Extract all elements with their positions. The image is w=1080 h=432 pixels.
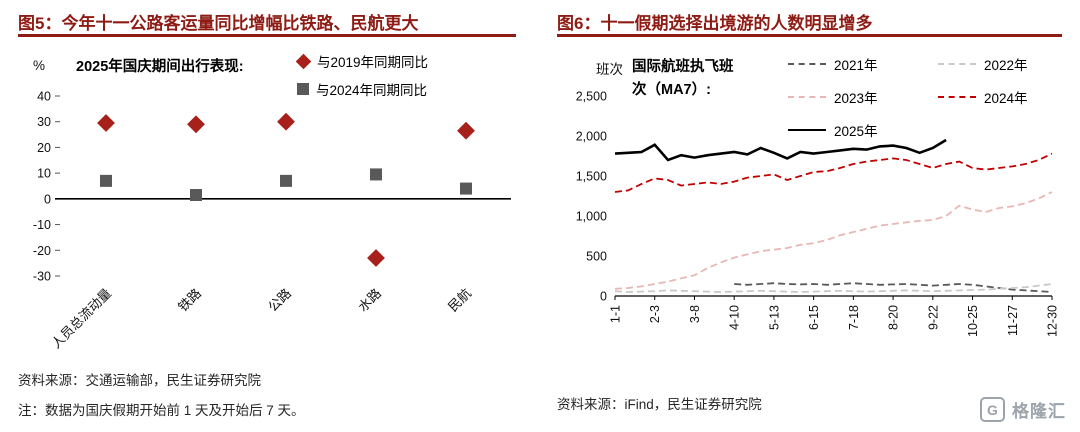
svg-text:4-10: 4-10 (728, 305, 742, 330)
svg-text:-10: -10 (33, 218, 51, 232)
svg-text:1,500: 1,500 (576, 170, 607, 184)
svg-text:8-20: 8-20 (887, 305, 901, 330)
figure5-legend-label-vs2019: 与2019年同期同比 (317, 55, 429, 70)
svg-text:12-30: 12-30 (1046, 305, 1060, 337)
gelonghui-logo-icon: G (980, 397, 1005, 422)
svg-text:10-25: 10-25 (966, 305, 980, 337)
svg-text:20: 20 (37, 141, 51, 155)
svg-text:民航: 民航 (445, 286, 474, 315)
figure6-legend: 2021年 2022年 2023年 2024年 2025年 (788, 54, 1078, 148)
figure5-legend-item-vs2019: 与2019年同期同比 (295, 51, 429, 71)
figure6-legend-item-2021: 2021年 (788, 54, 938, 74)
figure6-y-axis-unit: 班次 (596, 62, 623, 77)
figure6-legend-label-2024: 2024年 (984, 91, 1028, 106)
figure6-legend-label-2023: 2023年 (834, 91, 878, 106)
svg-text:3-8: 3-8 (688, 305, 702, 323)
svg-text:7-18: 7-18 (847, 305, 861, 330)
dashed-line-icon (788, 63, 826, 65)
figure5-legend-item-vs2024: 与2024年同期同比 (297, 79, 428, 99)
svg-text:2-3: 2-3 (648, 305, 662, 323)
svg-text:-30: -30 (33, 270, 51, 284)
figure5-chart-heading: 2025年国庆期间出行表现: (76, 59, 244, 75)
figure6-legend-item-2022: 2022年 (938, 54, 1078, 74)
figure5-note: 注：数据为国庆假期开始前 1 天及开始后 7 天。 (18, 403, 305, 418)
figure5-title-underline (18, 34, 516, 37)
svg-text:水路: 水路 (355, 286, 384, 315)
svg-text:铁路: 铁路 (175, 286, 204, 315)
square-marker-icon (297, 83, 309, 95)
figure6-line-plot: 0 500 1,000 1,500 2,000 2,500 1-1 2-3 3-8 4-10 5-1… (576, 90, 1060, 337)
figure6-legend-label-2021: 2021年 (834, 58, 878, 73)
figure5-scatter-plot: 40 30 20 10 0 -10 -20 -30 人员总流动量 铁路 公路 水路 民航 (33, 90, 511, 352)
svg-text:30: 30 (37, 115, 51, 129)
figure6-title: 图6：十一假期选择出境游的人数明显增多 (557, 14, 873, 33)
figure5-source: 资料来源：交通运输部，民生证券研究院 (18, 373, 261, 388)
figure6-legend-item-2024: 2024年 (938, 87, 1078, 107)
svg-text:0: 0 (600, 290, 607, 304)
svg-text:10: 10 (37, 167, 51, 181)
figure6-title-underline (557, 34, 1062, 37)
svg-text:2,500: 2,500 (576, 90, 607, 104)
svg-text:40: 40 (37, 90, 51, 104)
figure5-title: 图5：今年十一公路客运量同比增幅比铁路、民航更大 (18, 14, 419, 33)
svg-text:-20: -20 (33, 244, 51, 258)
figure6-legend-label-2025: 2025年 (834, 124, 878, 139)
figure6-legend-item-2023: 2023年 (788, 87, 938, 107)
svg-text:1-1: 1-1 (609, 305, 623, 323)
gelonghui-brand-text: 格隆汇 (1012, 402, 1066, 421)
figure5-legend: 与2019年同期同比 与2024年同期同比 (295, 51, 429, 107)
figure6-legend-label-2022: 2022年 (984, 58, 1028, 73)
svg-text:500: 500 (586, 250, 607, 264)
svg-text:9-22: 9-22 (926, 305, 940, 330)
svg-text:2,000: 2,000 (576, 130, 607, 144)
svg-text:11-27: 11-27 (1006, 305, 1020, 336)
svg-text:6-15: 6-15 (807, 305, 821, 330)
figure6-chart-heading: 国际航班执飞班次（MA7）: (632, 59, 734, 98)
dashed-line-icon (938, 96, 976, 98)
svg-text:公路: 公路 (265, 286, 294, 315)
solid-line-icon (788, 129, 826, 131)
figure6-source: 资料来源：iFind，民生证券研究院 (557, 397, 762, 412)
gelonghui-watermark: G 格隆汇 (980, 397, 1066, 422)
svg-text:1,000: 1,000 (576, 210, 607, 224)
dashed-line-icon (938, 63, 976, 65)
svg-text:人员总流动量: 人员总流动量 (48, 286, 114, 352)
svg-text:5-13: 5-13 (767, 305, 781, 330)
dashed-line-icon (788, 96, 826, 98)
figure5-legend-label-vs2024: 与2024年同期同比 (316, 83, 428, 98)
svg-text:0: 0 (44, 192, 51, 206)
figure6-legend-item-2025: 2025年 (788, 120, 938, 140)
figure5-y-axis-unit: % (33, 58, 46, 73)
